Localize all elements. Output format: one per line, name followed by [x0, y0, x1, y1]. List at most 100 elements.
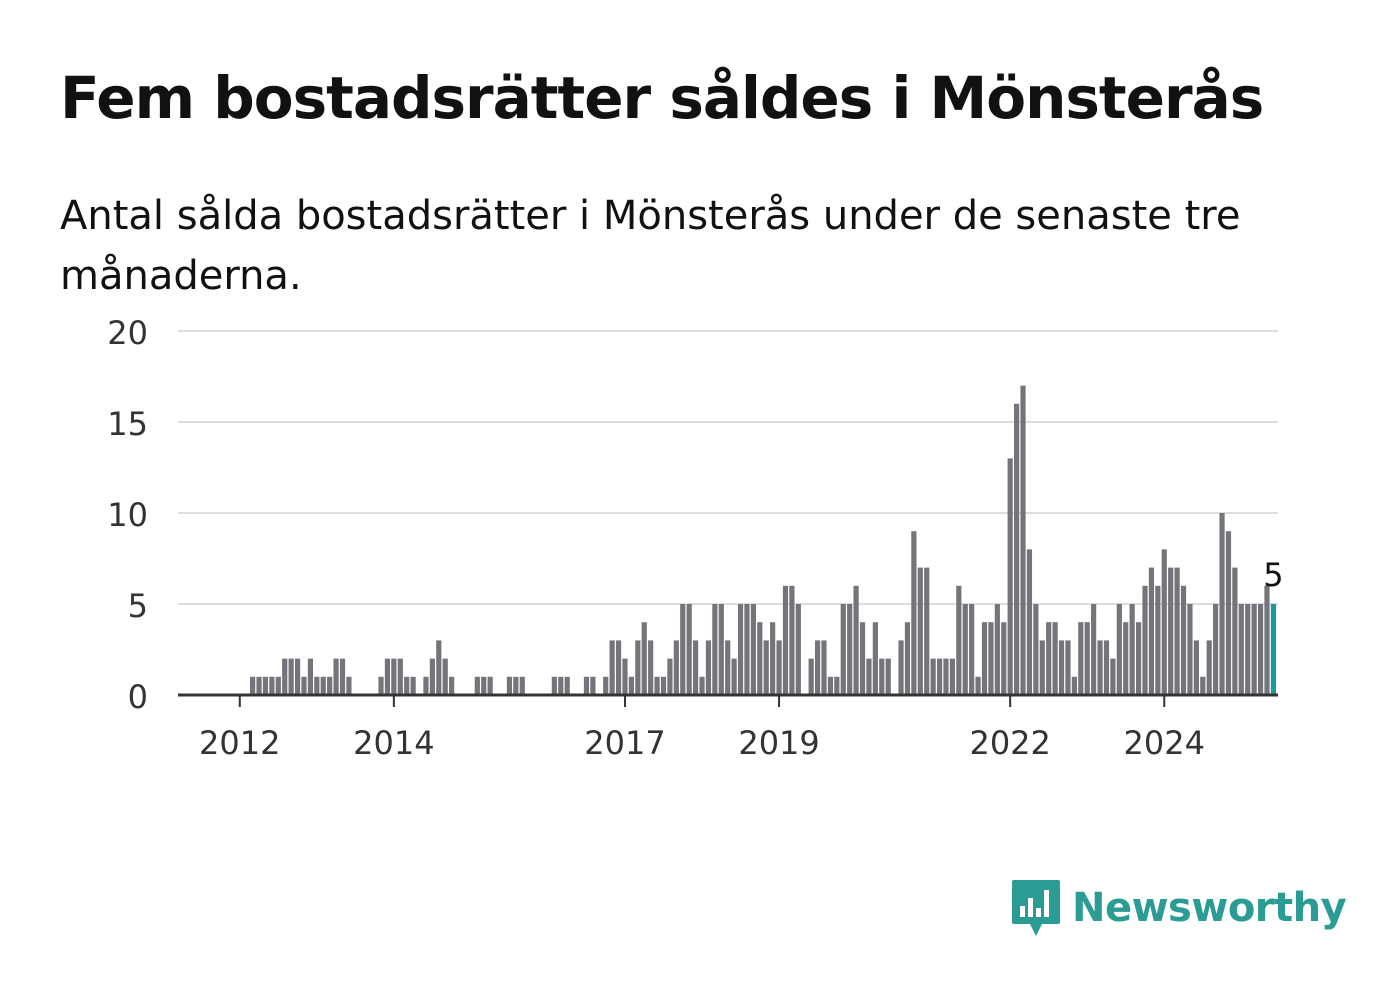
bar: [603, 676, 609, 695]
bar: [1180, 585, 1187, 695]
bar: [1168, 567, 1174, 695]
newsworthy-chart-bubble-icon: [1012, 880, 1060, 936]
bar: [795, 604, 801, 695]
newsworthy-logo: Newsworthy: [1010, 878, 1347, 938]
bar: [1020, 385, 1026, 695]
bar: [474, 676, 480, 695]
bar: [1007, 458, 1013, 695]
bar: [776, 640, 782, 695]
bar: [712, 604, 718, 695]
bar: [436, 640, 442, 695]
bar: [346, 676, 352, 695]
bar: [423, 676, 429, 695]
bar: [269, 676, 275, 695]
bar: [770, 622, 776, 695]
chart-subtitle: Antal sålda bostadsrätter i Mönsterås un…: [60, 193, 1241, 299]
bar: [410, 676, 416, 695]
bar: [962, 604, 968, 695]
bar: [930, 658, 936, 695]
x-tick-label: 2024: [1124, 724, 1205, 762]
bar: [789, 585, 795, 695]
bar: [859, 622, 866, 695]
bar: [404, 676, 410, 695]
bar: [282, 658, 288, 695]
bar: [590, 676, 596, 695]
bar: [429, 658, 435, 695]
bar: [1110, 658, 1116, 695]
x-tick-label: 2022: [969, 724, 1050, 762]
bar: [648, 640, 654, 695]
bar: [320, 676, 326, 695]
bar: [615, 640, 622, 695]
bar: [397, 658, 403, 695]
bar: [1116, 604, 1122, 695]
bar: [564, 676, 570, 695]
bar: [513, 676, 519, 695]
y-tick-label: 5: [128, 587, 148, 625]
bar: [879, 658, 885, 695]
bar: [339, 658, 346, 695]
bar: [718, 604, 724, 695]
bar: [1213, 604, 1219, 695]
bar: [943, 658, 949, 695]
bar: [1014, 403, 1020, 695]
bar: [763, 640, 769, 695]
bar: [1091, 604, 1097, 695]
bar: [1238, 604, 1244, 695]
bar: [1174, 567, 1180, 695]
bar: [275, 676, 281, 695]
bar: [384, 658, 391, 695]
bar: [872, 622, 878, 695]
bar: [834, 676, 840, 695]
bar: [1129, 604, 1135, 695]
bar: [1142, 585, 1148, 695]
bar: [583, 676, 590, 695]
bar: [840, 604, 846, 695]
bar: [506, 676, 513, 695]
bar: [256, 676, 262, 695]
bar: [660, 676, 667, 695]
bar: [551, 676, 557, 695]
bar: [975, 676, 981, 695]
bar: [699, 676, 705, 695]
bar: [949, 658, 955, 695]
bar: [853, 585, 859, 695]
bar: [1078, 622, 1084, 695]
bar: [641, 622, 647, 695]
bar: [731, 658, 737, 695]
bar: [314, 676, 320, 695]
bar: [307, 658, 313, 695]
bar: [378, 676, 384, 695]
bar: [519, 676, 525, 695]
bar: [1123, 622, 1129, 695]
bar: [1046, 622, 1052, 695]
bar: [814, 640, 821, 695]
bar: [250, 676, 256, 695]
bar: [956, 585, 962, 695]
bar: [635, 640, 641, 695]
bar: [481, 676, 487, 695]
chart-title: Fem bostadsrätter såldes i Mönsterås: [60, 64, 1264, 132]
bar: [609, 640, 615, 695]
y-tick-label: 10: [107, 496, 148, 534]
bar: [1097, 640, 1103, 695]
bar: [924, 567, 930, 695]
bar: [288, 658, 294, 695]
bar: [1257, 604, 1264, 695]
bar: [898, 640, 904, 695]
bar: [988, 622, 994, 695]
bar: [1039, 640, 1045, 695]
bar: [994, 604, 1000, 695]
bar: [866, 658, 872, 695]
y-tick-label: 0: [128, 678, 148, 716]
bar: [327, 676, 333, 695]
bar: [725, 640, 731, 695]
bar: [737, 604, 744, 695]
y-tick-label: 15: [107, 405, 148, 443]
bar: [622, 658, 628, 695]
bar: [1206, 640, 1212, 695]
bar: [936, 658, 943, 695]
bar: [744, 604, 750, 695]
bar: [1084, 622, 1090, 695]
